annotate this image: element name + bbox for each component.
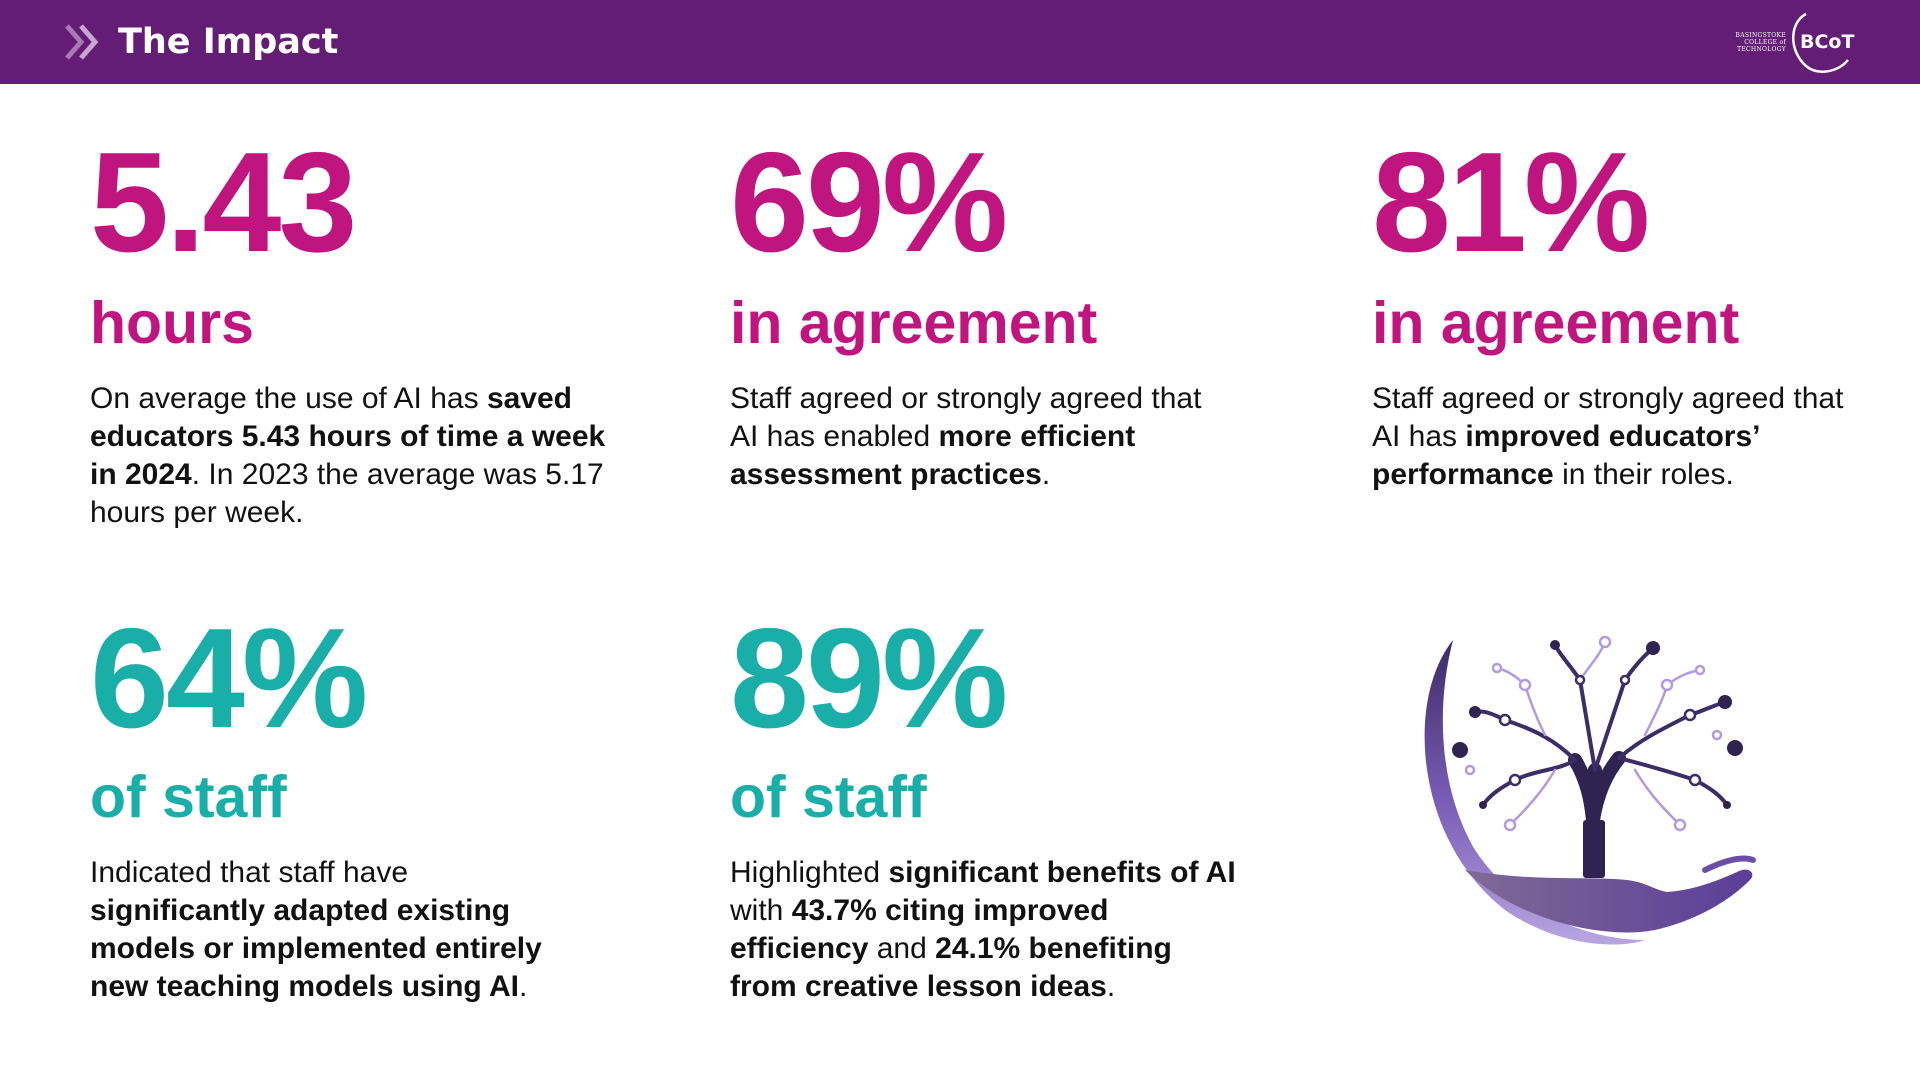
logo-text: BASINGSTOKE COLLEGE of TECHNOLOGY bbox=[1735, 32, 1786, 53]
stat-teaching-models: 64% of staff Indicated that staff have s… bbox=[90, 604, 610, 1006]
stat-description: Indicated that staff have significantly … bbox=[90, 856, 542, 1003]
page-title: The Impact bbox=[118, 22, 339, 62]
header-bar: The Impact BASINGSTOKE COLLEGE of TECHNO… bbox=[0, 0, 1920, 84]
stat-label: in agreement bbox=[1372, 290, 1740, 356]
logo-mark: BCoT bbox=[1800, 31, 1855, 53]
stat-description: Highlighted significant benefits of AI w… bbox=[730, 856, 1236, 1003]
stat-description: Staff agreed or strongly agreed that AI … bbox=[730, 382, 1202, 491]
stat-value: 69% bbox=[730, 123, 1008, 282]
double-chevron-right-icon bbox=[65, 24, 99, 60]
stat-value: 81% bbox=[1372, 123, 1650, 282]
stat-description: Staff agreed or strongly agreed that AI … bbox=[1372, 382, 1844, 491]
stat-label: in agreement bbox=[730, 290, 1098, 356]
tree-in-hand-icon bbox=[1424, 635, 1756, 945]
stat-value: 89% bbox=[730, 599, 1008, 758]
stat-ai-benefits: 89% of staff Highlighted significant ben… bbox=[730, 604, 1250, 1006]
stat-value: 64% bbox=[90, 599, 368, 758]
stat-label: of staff bbox=[90, 764, 287, 830]
stat-label: hours bbox=[90, 290, 254, 356]
stat-assessment-agreement: 69% in agreement Staff agreed or strongl… bbox=[730, 128, 1250, 494]
stat-label: of staff bbox=[730, 764, 927, 830]
college-logo: BASINGSTOKE COLLEGE of TECHNOLOGY BCoT bbox=[1726, 10, 1861, 76]
stat-hours-saved: 5.43 hours On average the use of AI has … bbox=[90, 128, 610, 532]
stat-value: 5.43 bbox=[90, 123, 357, 282]
stat-description: On average the use of AI has saved educa… bbox=[90, 382, 606, 529]
logo-swirl-icon bbox=[1792, 12, 1849, 73]
stat-performance-agreement: 81% in agreement Staff agreed or strongl… bbox=[1372, 128, 1892, 494]
